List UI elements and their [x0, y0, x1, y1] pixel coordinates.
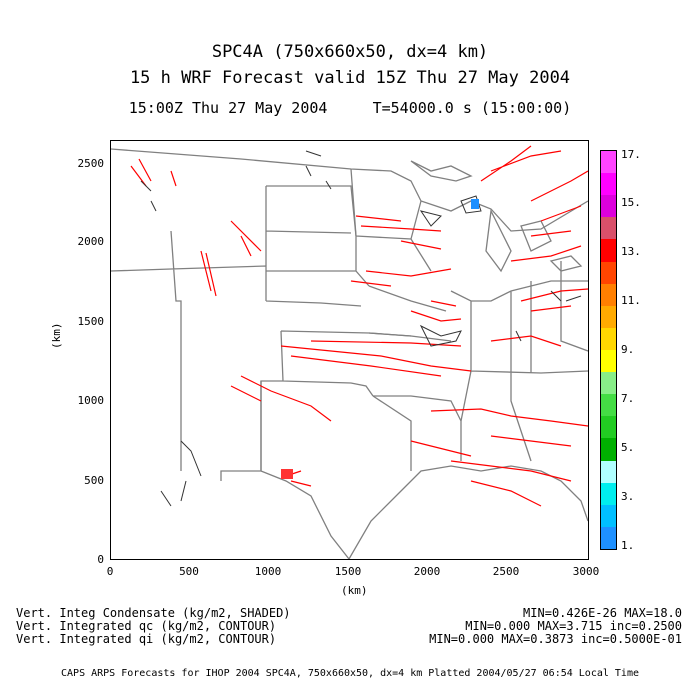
colorbar-segment	[601, 173, 616, 196]
x-tick-2500: 2500	[492, 565, 520, 578]
great-lakes	[410, 160, 583, 273]
colorbar	[600, 150, 617, 550]
y-tick-2500: 2500	[77, 157, 105, 170]
stats-qi: MIN=0.000 MAX=0.3873 inc=0.5000E-01	[429, 632, 682, 646]
colorbar-label-13: 13.	[621, 245, 641, 258]
legend-shaded-desc: Vert. Integ Condensate (kg/m2, SHADED)	[16, 606, 291, 620]
colorbar-segment	[601, 217, 616, 240]
colorbar-segment	[601, 195, 616, 218]
y-tick-1500: 1500	[77, 315, 105, 328]
valid-time-line: 15:00Z Thu 27 May 2004 T=54000.0 s (15:0…	[128, 99, 572, 117]
colorbar-segment	[601, 438, 616, 461]
colorbar-segment	[601, 394, 616, 417]
x-axis-label: (km)	[341, 584, 368, 597]
footnote: CAPS ARPS Forecasts for IHOP 2004 SPC4A,…	[61, 668, 639, 679]
qc-contours	[130, 145, 588, 507]
colorbar-segment	[601, 305, 616, 328]
colorbar-segment	[601, 482, 616, 505]
qi-contours	[140, 150, 582, 507]
y-tick-0: 0	[97, 553, 104, 566]
colorbar-label-15: 15.	[621, 196, 641, 209]
y-tick-500: 500	[84, 474, 104, 487]
colorbar-label-9: 9.	[621, 343, 635, 356]
x-tick-0: 0	[106, 565, 114, 578]
colorbar-label-17: 17.	[621, 148, 641, 161]
x-tick-1000: 1000	[254, 565, 282, 578]
boundaries	[111, 148, 588, 559]
colorbar-label-11: 11.	[621, 294, 641, 307]
texas-border	[220, 381, 412, 559]
colorbar-segment	[601, 327, 616, 350]
legend-qi-desc: Vert. Integrated qi (kg/m2, CONTOUR)	[16, 632, 277, 646]
shaded-condensate-patch-blue	[471, 199, 479, 209]
x-tick-500: 500	[179, 565, 199, 578]
y-axis-label: (km)	[50, 322, 63, 350]
x-tick-2000: 2000	[413, 565, 441, 578]
shaded-condensate-patch-red	[281, 469, 293, 479]
stats-qc: MIN=0.000 MAX=3.715 inc=0.2500	[465, 619, 682, 633]
colorbar-segment	[601, 504, 616, 527]
y-tick-2000: 2000	[77, 235, 105, 248]
colorbar-label-3: 3.	[621, 490, 635, 503]
us-canada-border	[111, 148, 588, 232]
state-lines-west	[111, 186, 362, 471]
stats-shaded: MIN=0.426E-26 MAX=18.0	[523, 606, 682, 620]
colorbar-label-7: 7.	[621, 392, 635, 405]
x-tick-1500: 1500	[334, 565, 362, 578]
colorbar-segment	[601, 372, 616, 395]
colorbar-segment	[601, 416, 616, 439]
colorbar-segment	[601, 460, 616, 483]
colorbar-segment	[601, 349, 616, 373]
colorbar-segment	[601, 526, 616, 549]
map-svg	[111, 145, 588, 559]
plot-title-line-2: 15 h WRF Forecast valid 15Z Thu 27 May 2…	[129, 68, 571, 88]
map-plot-area	[110, 140, 589, 560]
y-tick-1000: 1000	[77, 394, 105, 407]
colorbar-segment	[601, 151, 616, 174]
legend-qc-desc: Vert. Integrated qc (kg/m2, CONTOUR)	[16, 619, 277, 633]
colorbar-segment	[601, 239, 616, 262]
colorbar-label-5: 5.	[621, 441, 635, 454]
plot-title-line-1: SPC4A (750x660x50, dx=4 km)	[211, 42, 489, 62]
state-lines-midwest	[350, 168, 462, 461]
x-tick-3000: 3000	[572, 565, 600, 578]
colorbar-segment	[601, 283, 616, 306]
state-lines-plains	[260, 185, 412, 471]
gulf-coast	[348, 465, 588, 559]
colorbar-label-1: 1.	[621, 539, 635, 552]
colorbar-segment	[601, 261, 616, 284]
